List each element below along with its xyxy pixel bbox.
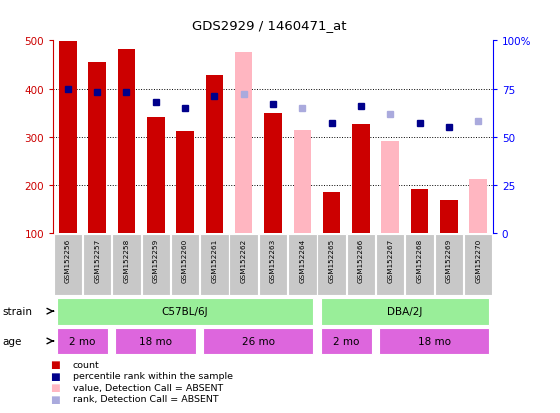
Bar [171, 234, 199, 295]
Text: GSM152266: GSM152266 [358, 238, 364, 282]
Text: GSM152265: GSM152265 [329, 238, 335, 282]
Text: count: count [73, 360, 100, 369]
Text: ■: ■ [50, 382, 60, 392]
Bar [405, 234, 434, 295]
Text: GSM152257: GSM152257 [94, 238, 100, 282]
Text: C57BL/6J: C57BL/6J [162, 306, 208, 316]
Text: GSM152260: GSM152260 [182, 238, 188, 282]
Text: GSM152262: GSM152262 [241, 238, 247, 282]
Bar [323, 192, 340, 233]
Text: rank, Detection Call = ABSENT: rank, Detection Call = ABSENT [73, 394, 218, 404]
Text: ■: ■ [50, 371, 60, 381]
Bar [321, 328, 372, 354]
Text: GSM152267: GSM152267 [387, 238, 393, 282]
Bar [379, 328, 489, 354]
Bar [410, 189, 428, 233]
Bar [321, 298, 489, 325]
Bar [200, 234, 228, 295]
Text: 26 mo: 26 mo [242, 336, 275, 346]
Bar [230, 234, 258, 295]
Bar [203, 328, 313, 354]
Bar [118, 50, 136, 233]
Text: 2 mo: 2 mo [69, 336, 96, 346]
Text: GSM152259: GSM152259 [153, 238, 159, 282]
Bar [288, 234, 316, 295]
Bar [469, 179, 487, 233]
Text: 2 mo: 2 mo [333, 336, 360, 346]
Text: GSM152261: GSM152261 [211, 238, 217, 282]
Bar [235, 53, 253, 233]
Text: strain: strain [3, 306, 33, 316]
Bar [376, 234, 404, 295]
Bar [83, 234, 111, 295]
Text: 18 mo: 18 mo [418, 336, 451, 346]
Text: GDS2929 / 1460471_at: GDS2929 / 1460471_at [192, 19, 346, 31]
Text: DBA/2J: DBA/2J [387, 306, 423, 316]
Bar [352, 124, 370, 233]
Bar [57, 328, 108, 354]
Bar [464, 234, 492, 295]
Bar [54, 234, 82, 295]
Bar [347, 234, 375, 295]
Bar [115, 328, 196, 354]
Bar [112, 234, 141, 295]
Text: 18 mo: 18 mo [139, 336, 172, 346]
Bar [176, 132, 194, 233]
Text: age: age [3, 336, 22, 346]
Bar [293, 131, 311, 233]
Bar [88, 63, 106, 233]
Bar [147, 118, 165, 233]
Bar [259, 234, 287, 295]
Bar [206, 76, 223, 233]
Text: GSM152258: GSM152258 [123, 238, 129, 282]
Bar [57, 298, 313, 325]
Bar [59, 42, 77, 233]
Text: GSM152256: GSM152256 [65, 238, 71, 282]
Text: ■: ■ [50, 394, 60, 404]
Text: GSM152268: GSM152268 [417, 238, 423, 282]
Text: GSM152264: GSM152264 [299, 238, 305, 282]
Text: GSM152263: GSM152263 [270, 238, 276, 282]
Text: percentile rank within the sample: percentile rank within the sample [73, 371, 233, 380]
Text: GSM152270: GSM152270 [475, 238, 481, 282]
Text: GSM152269: GSM152269 [446, 238, 452, 282]
Text: ■: ■ [50, 359, 60, 369]
Bar [318, 234, 346, 295]
Bar [264, 113, 282, 233]
Bar [381, 142, 399, 233]
Bar [435, 234, 463, 295]
Text: value, Detection Call = ABSENT: value, Detection Call = ABSENT [73, 383, 223, 392]
Bar [142, 234, 170, 295]
Bar [440, 201, 458, 233]
